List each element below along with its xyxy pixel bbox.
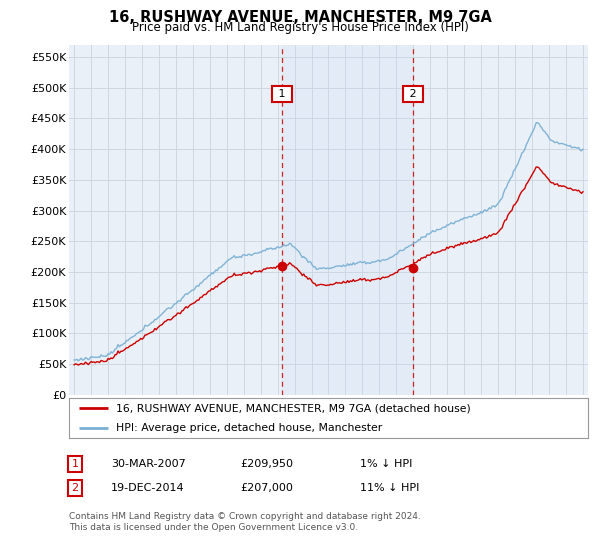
Text: 2: 2 bbox=[406, 89, 420, 99]
Text: 1% ↓ HPI: 1% ↓ HPI bbox=[360, 459, 412, 469]
Text: Price paid vs. HM Land Registry's House Price Index (HPI): Price paid vs. HM Land Registry's House … bbox=[131, 21, 469, 34]
Text: 19-DEC-2014: 19-DEC-2014 bbox=[111, 483, 185, 493]
Text: 1: 1 bbox=[275, 89, 289, 99]
Text: HPI: Average price, detached house, Manchester: HPI: Average price, detached house, Manc… bbox=[116, 423, 382, 433]
Text: 11% ↓ HPI: 11% ↓ HPI bbox=[360, 483, 419, 493]
Text: 16, RUSHWAY AVENUE, MANCHESTER, M9 7GA: 16, RUSHWAY AVENUE, MANCHESTER, M9 7GA bbox=[109, 10, 491, 25]
Text: 30-MAR-2007: 30-MAR-2007 bbox=[111, 459, 186, 469]
Text: Contains HM Land Registry data © Crown copyright and database right 2024.
This d: Contains HM Land Registry data © Crown c… bbox=[69, 512, 421, 532]
Text: 1: 1 bbox=[71, 459, 79, 469]
Text: £207,000: £207,000 bbox=[240, 483, 293, 493]
Bar bbox=[282, 45, 413, 395]
Text: 16, RUSHWAY AVENUE, MANCHESTER, M9 7GA (detached house): 16, RUSHWAY AVENUE, MANCHESTER, M9 7GA (… bbox=[116, 404, 470, 414]
Text: 2: 2 bbox=[71, 483, 79, 493]
Text: £209,950: £209,950 bbox=[240, 459, 293, 469]
